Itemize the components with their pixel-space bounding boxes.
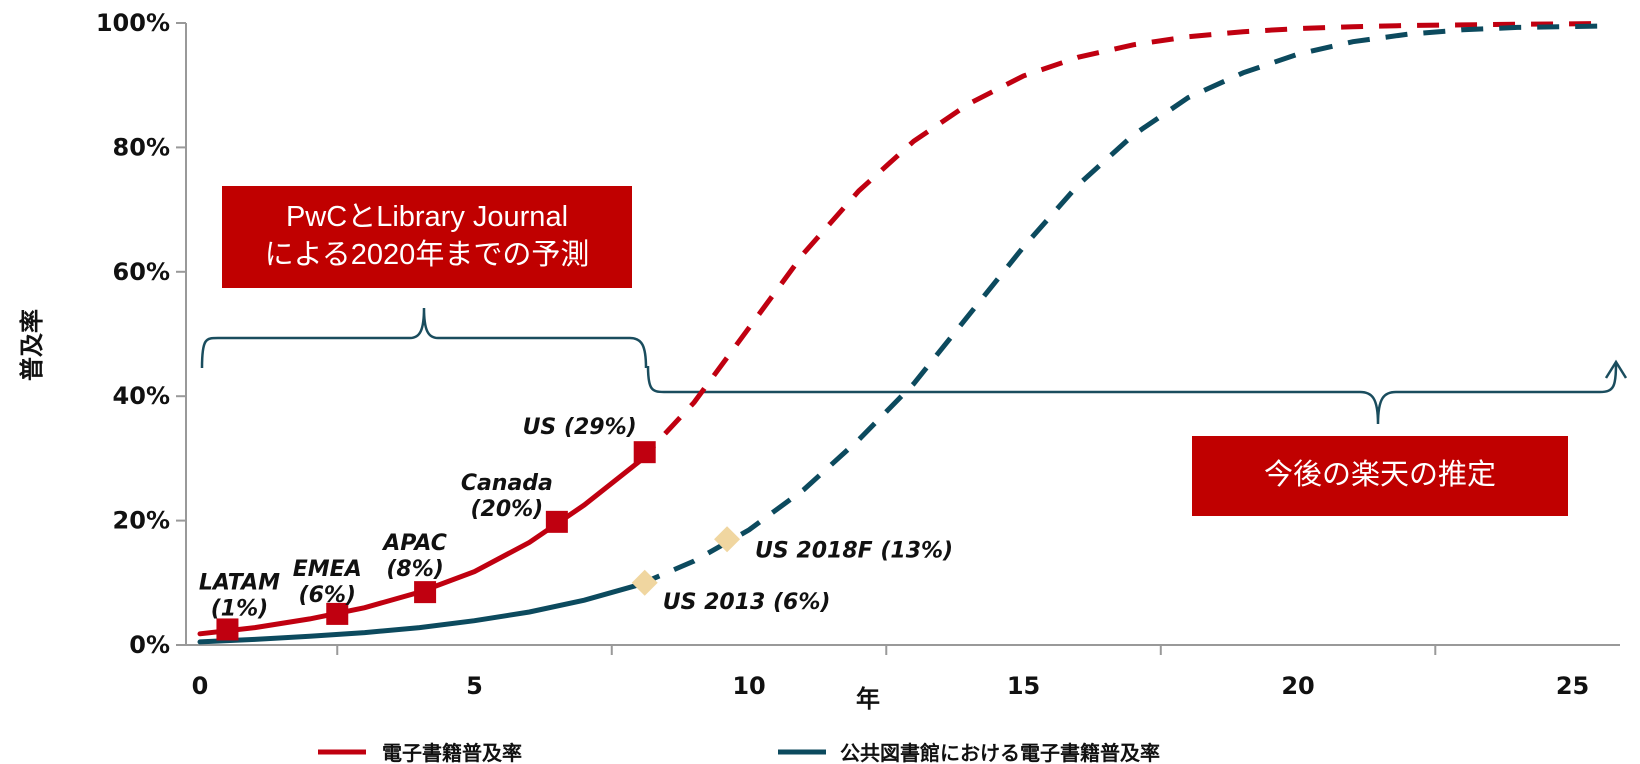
data-point-square xyxy=(633,441,656,464)
callout-text-pwc: PwCとLibrary Journal による2020年までの予測 xyxy=(265,201,590,271)
y-tick-label: 60% xyxy=(113,258,170,286)
y-tick-label: 100% xyxy=(96,9,170,37)
y-ticks: 0% 20% 40% 60% 80% 100% xyxy=(96,9,186,659)
x-axis-label: 年 xyxy=(856,685,880,713)
y-tick-label: 40% xyxy=(113,382,170,410)
brace-actual-period xyxy=(200,307,648,369)
x-tick-label: 20 xyxy=(1281,672,1314,700)
data-label: APAC (8%) xyxy=(381,531,447,582)
x-ticks: 0 5 10 15 20 25 xyxy=(192,645,1589,700)
data-label: US 2018F (13%) xyxy=(755,538,953,563)
y-tick-label: 80% xyxy=(113,133,170,161)
x-tick-label: 5 xyxy=(466,672,483,700)
arrow-icon xyxy=(1604,359,1628,379)
brace-forecast-period xyxy=(646,363,1618,425)
y-tick-label: 0% xyxy=(129,631,170,659)
x-tick-label: 15 xyxy=(1007,672,1040,700)
data-point-diamond xyxy=(631,569,658,596)
legend: 電子書籍普及率 公共図書館における電子書籍普及率 xyxy=(318,741,1160,764)
callout-box-rakuten xyxy=(1192,436,1568,516)
x-tick-label: 25 xyxy=(1556,672,1589,700)
y-axis-label: 普及率 xyxy=(18,309,46,381)
data-label: US 2013 (6%) xyxy=(663,590,831,615)
marker-labels: LATAM (1%) EMEA (6%) APAC (8%) Canada (20%) US (… xyxy=(199,415,953,621)
series-0-forecast-line xyxy=(637,21,1601,464)
series-markers xyxy=(216,441,741,641)
data-point-square xyxy=(545,510,568,533)
callout-text-rakuten: 今後の楽天の推定 xyxy=(1264,458,1496,491)
data-label: US (29%) xyxy=(523,415,637,440)
data-label: EMEA (6%) xyxy=(293,557,362,608)
x-tick-label: 0 xyxy=(192,672,209,700)
data-point-square xyxy=(216,618,239,641)
data-point-diamond xyxy=(714,526,741,553)
y-tick-label: 20% xyxy=(113,507,170,535)
data-label: LATAM (1%) xyxy=(199,570,280,621)
series-1-actual-line xyxy=(197,582,642,645)
legend-label: 電子書籍普及率 xyxy=(382,741,522,764)
legend-label: 公共図書館における電子書籍普及率 xyxy=(840,741,1160,764)
callout-box-pwc xyxy=(222,186,632,288)
data-point-square xyxy=(326,602,349,625)
data-label: Canada (20%) xyxy=(461,471,553,522)
x-tick-label: 10 xyxy=(732,672,765,700)
axes xyxy=(185,23,1620,646)
braces xyxy=(200,307,1628,425)
data-point-square xyxy=(414,581,437,604)
